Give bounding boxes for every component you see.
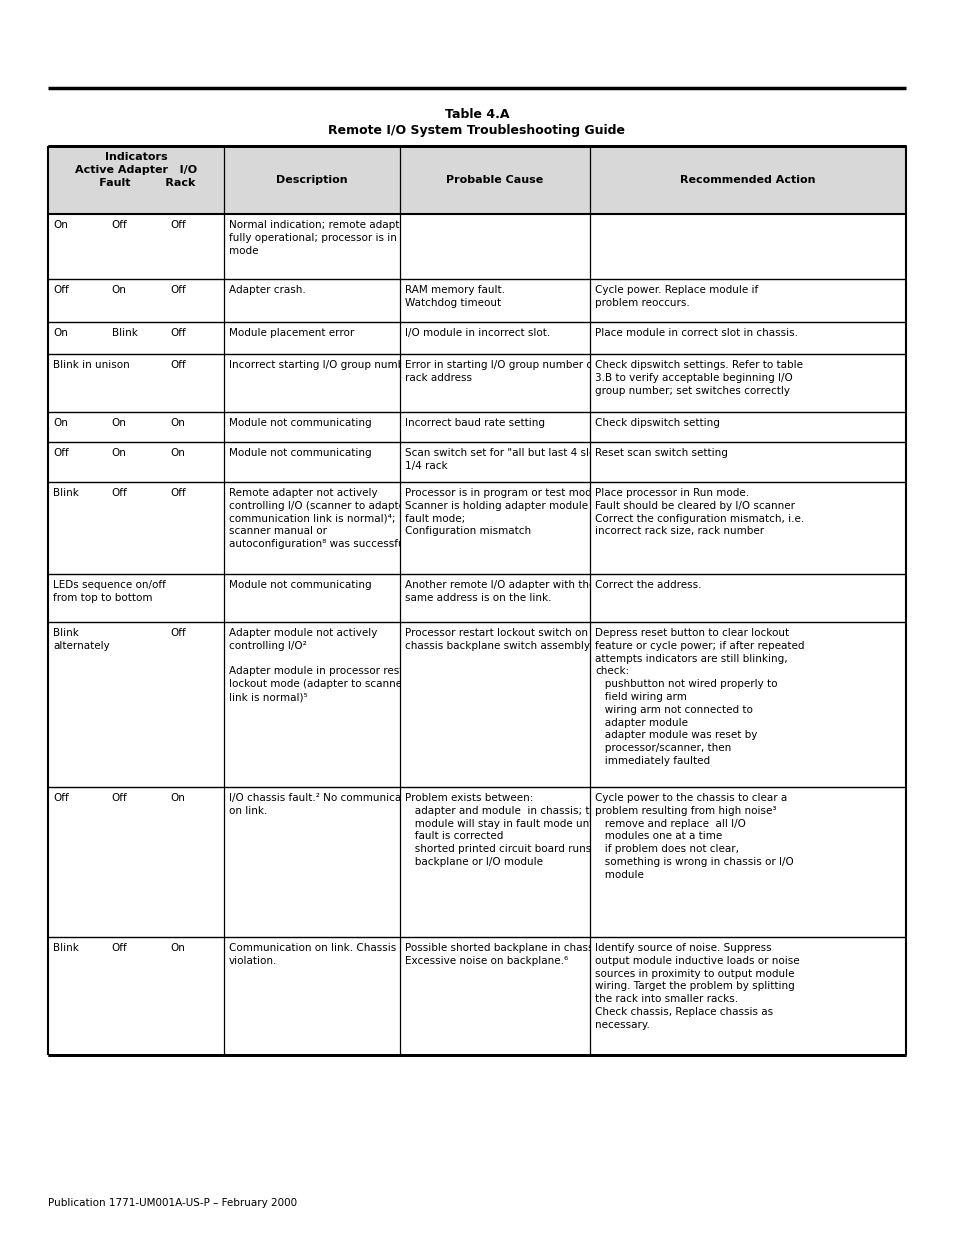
Text: Incorrect baud rate setting: Incorrect baud rate setting bbox=[405, 417, 544, 429]
Text: Publication 1771-UM001A-US-P – February 2000: Publication 1771-UM001A-US-P – February … bbox=[48, 1198, 296, 1208]
Text: I/O chassis fault.² No communication
on link.: I/O chassis fault.² No communication on … bbox=[229, 793, 421, 816]
Text: Cycle power. Replace module if
problem reoccurs.: Cycle power. Replace module if problem r… bbox=[595, 285, 758, 308]
Text: Depress reset button to clear lockout
feature or cycle power; if after repeated
: Depress reset button to clear lockout fe… bbox=[595, 629, 803, 766]
Text: Another remote I/O adapter with the
same address is on the link.: Another remote I/O adapter with the same… bbox=[405, 580, 595, 603]
Text: Place processor in Run mode.
Fault should be cleared by I/O scanner
Correct the : Place processor in Run mode. Fault shoul… bbox=[595, 488, 803, 536]
Text: Normal indication; remote adapter is
fully operational; processor is in Run
mode: Normal indication; remote adapter is ful… bbox=[229, 220, 421, 256]
Text: On: On bbox=[112, 285, 127, 295]
Text: Adapter module not actively
controlling I/O²

Adapter module in processor restar: Adapter module not actively controlling … bbox=[229, 629, 417, 701]
Text: Off: Off bbox=[171, 359, 186, 370]
Text: LEDs sequence on/off
from top to bottom: LEDs sequence on/off from top to bottom bbox=[53, 580, 166, 603]
Text: I/O module in incorrect slot.: I/O module in incorrect slot. bbox=[405, 329, 550, 338]
Text: Off: Off bbox=[171, 220, 186, 230]
Text: Communication on link. Chassis
violation.: Communication on link. Chassis violation… bbox=[229, 944, 395, 966]
Text: Adapter crash.: Adapter crash. bbox=[229, 285, 305, 295]
Text: On: On bbox=[112, 417, 127, 429]
Text: Processor restart lockout switch on
chassis backplane switch assembly on¹: Processor restart lockout switch on chas… bbox=[405, 629, 610, 651]
Text: Off: Off bbox=[171, 285, 186, 295]
Text: Blink
alternately: Blink alternately bbox=[53, 629, 110, 651]
Text: On: On bbox=[53, 220, 68, 230]
Text: Module not communicating: Module not communicating bbox=[229, 417, 372, 429]
Text: Remote I/O System Troubleshooting Guide: Remote I/O System Troubleshooting Guide bbox=[328, 124, 625, 137]
Text: Correct the address.: Correct the address. bbox=[595, 580, 700, 590]
Text: Error in starting I/O group number or I/O
rack address: Error in starting I/O group number or I/… bbox=[405, 359, 615, 383]
Text: Incorrect starting I/O group number: Incorrect starting I/O group number bbox=[229, 359, 415, 370]
Text: Cycle power to the chassis to clear a
problem resulting from high noise³
   remo: Cycle power to the chassis to clear a pr… bbox=[595, 793, 793, 879]
Text: Module placement error: Module placement error bbox=[229, 329, 354, 338]
Text: Description: Description bbox=[276, 175, 348, 185]
Text: On: On bbox=[171, 944, 185, 953]
Text: Remote adapter not actively
controlling I/O (scanner to adapter
communication li: Remote adapter not actively controlling … bbox=[229, 488, 409, 550]
Text: On: On bbox=[171, 793, 185, 803]
Text: Blink: Blink bbox=[53, 944, 79, 953]
Text: Reset scan switch setting: Reset scan switch setting bbox=[595, 448, 727, 458]
Bar bbox=[48, 146, 905, 214]
Text: Indicators
Active Adapter   I/O
      Fault         Rack: Indicators Active Adapter I/O Fault Rack bbox=[75, 152, 197, 188]
Text: Off: Off bbox=[53, 793, 69, 803]
Text: Blink: Blink bbox=[53, 488, 79, 498]
Text: Blink: Blink bbox=[112, 329, 137, 338]
Text: On: On bbox=[171, 417, 185, 429]
Text: Processor is in program or test mode
Scanner is holding adapter module in
fault : Processor is in program or test mode Sca… bbox=[405, 488, 600, 536]
Text: Module not communicating: Module not communicating bbox=[229, 448, 372, 458]
Text: Table 4.A: Table 4.A bbox=[444, 107, 509, 121]
Text: On: On bbox=[171, 448, 185, 458]
Text: Off: Off bbox=[112, 220, 128, 230]
Text: On: On bbox=[53, 329, 68, 338]
Text: On: On bbox=[112, 448, 127, 458]
Text: Identify source of noise. Suppress
output module inductive loads or noise
source: Identify source of noise. Suppress outpu… bbox=[595, 944, 799, 1030]
Text: Off: Off bbox=[171, 629, 186, 638]
Text: Off: Off bbox=[112, 944, 128, 953]
Text: Probable Cause: Probable Cause bbox=[446, 175, 543, 185]
Text: Problem exists between:
   adapter and module  in chassis; the
   module will st: Problem exists between: adapter and modu… bbox=[405, 793, 607, 867]
Text: Scan switch set for "all but last 4 slots" in
1/4 rack: Scan switch set for "all but last 4 slot… bbox=[405, 448, 622, 471]
Text: Off: Off bbox=[112, 793, 128, 803]
Text: Blink in unison: Blink in unison bbox=[53, 359, 130, 370]
Text: Module not communicating: Module not communicating bbox=[229, 580, 372, 590]
Text: Check dipswitch settings. Refer to table
3.B to verify acceptable beginning I/O
: Check dipswitch settings. Refer to table… bbox=[595, 359, 802, 395]
Text: Off: Off bbox=[171, 329, 186, 338]
Text: Check dipswitch setting: Check dipswitch setting bbox=[595, 417, 720, 429]
Text: Place module in correct slot in chassis.: Place module in correct slot in chassis. bbox=[595, 329, 797, 338]
Text: RAM memory fault.
Watchdog timeout: RAM memory fault. Watchdog timeout bbox=[405, 285, 504, 308]
Text: Recommended Action: Recommended Action bbox=[679, 175, 815, 185]
Text: Off: Off bbox=[171, 488, 186, 498]
Text: Off: Off bbox=[53, 448, 69, 458]
Text: Off: Off bbox=[112, 488, 128, 498]
Text: On: On bbox=[53, 417, 68, 429]
Text: Off: Off bbox=[53, 285, 69, 295]
Text: Possible shorted backplane in chassis.
Excessive noise on backplane.⁶: Possible shorted backplane in chassis. E… bbox=[405, 944, 605, 966]
